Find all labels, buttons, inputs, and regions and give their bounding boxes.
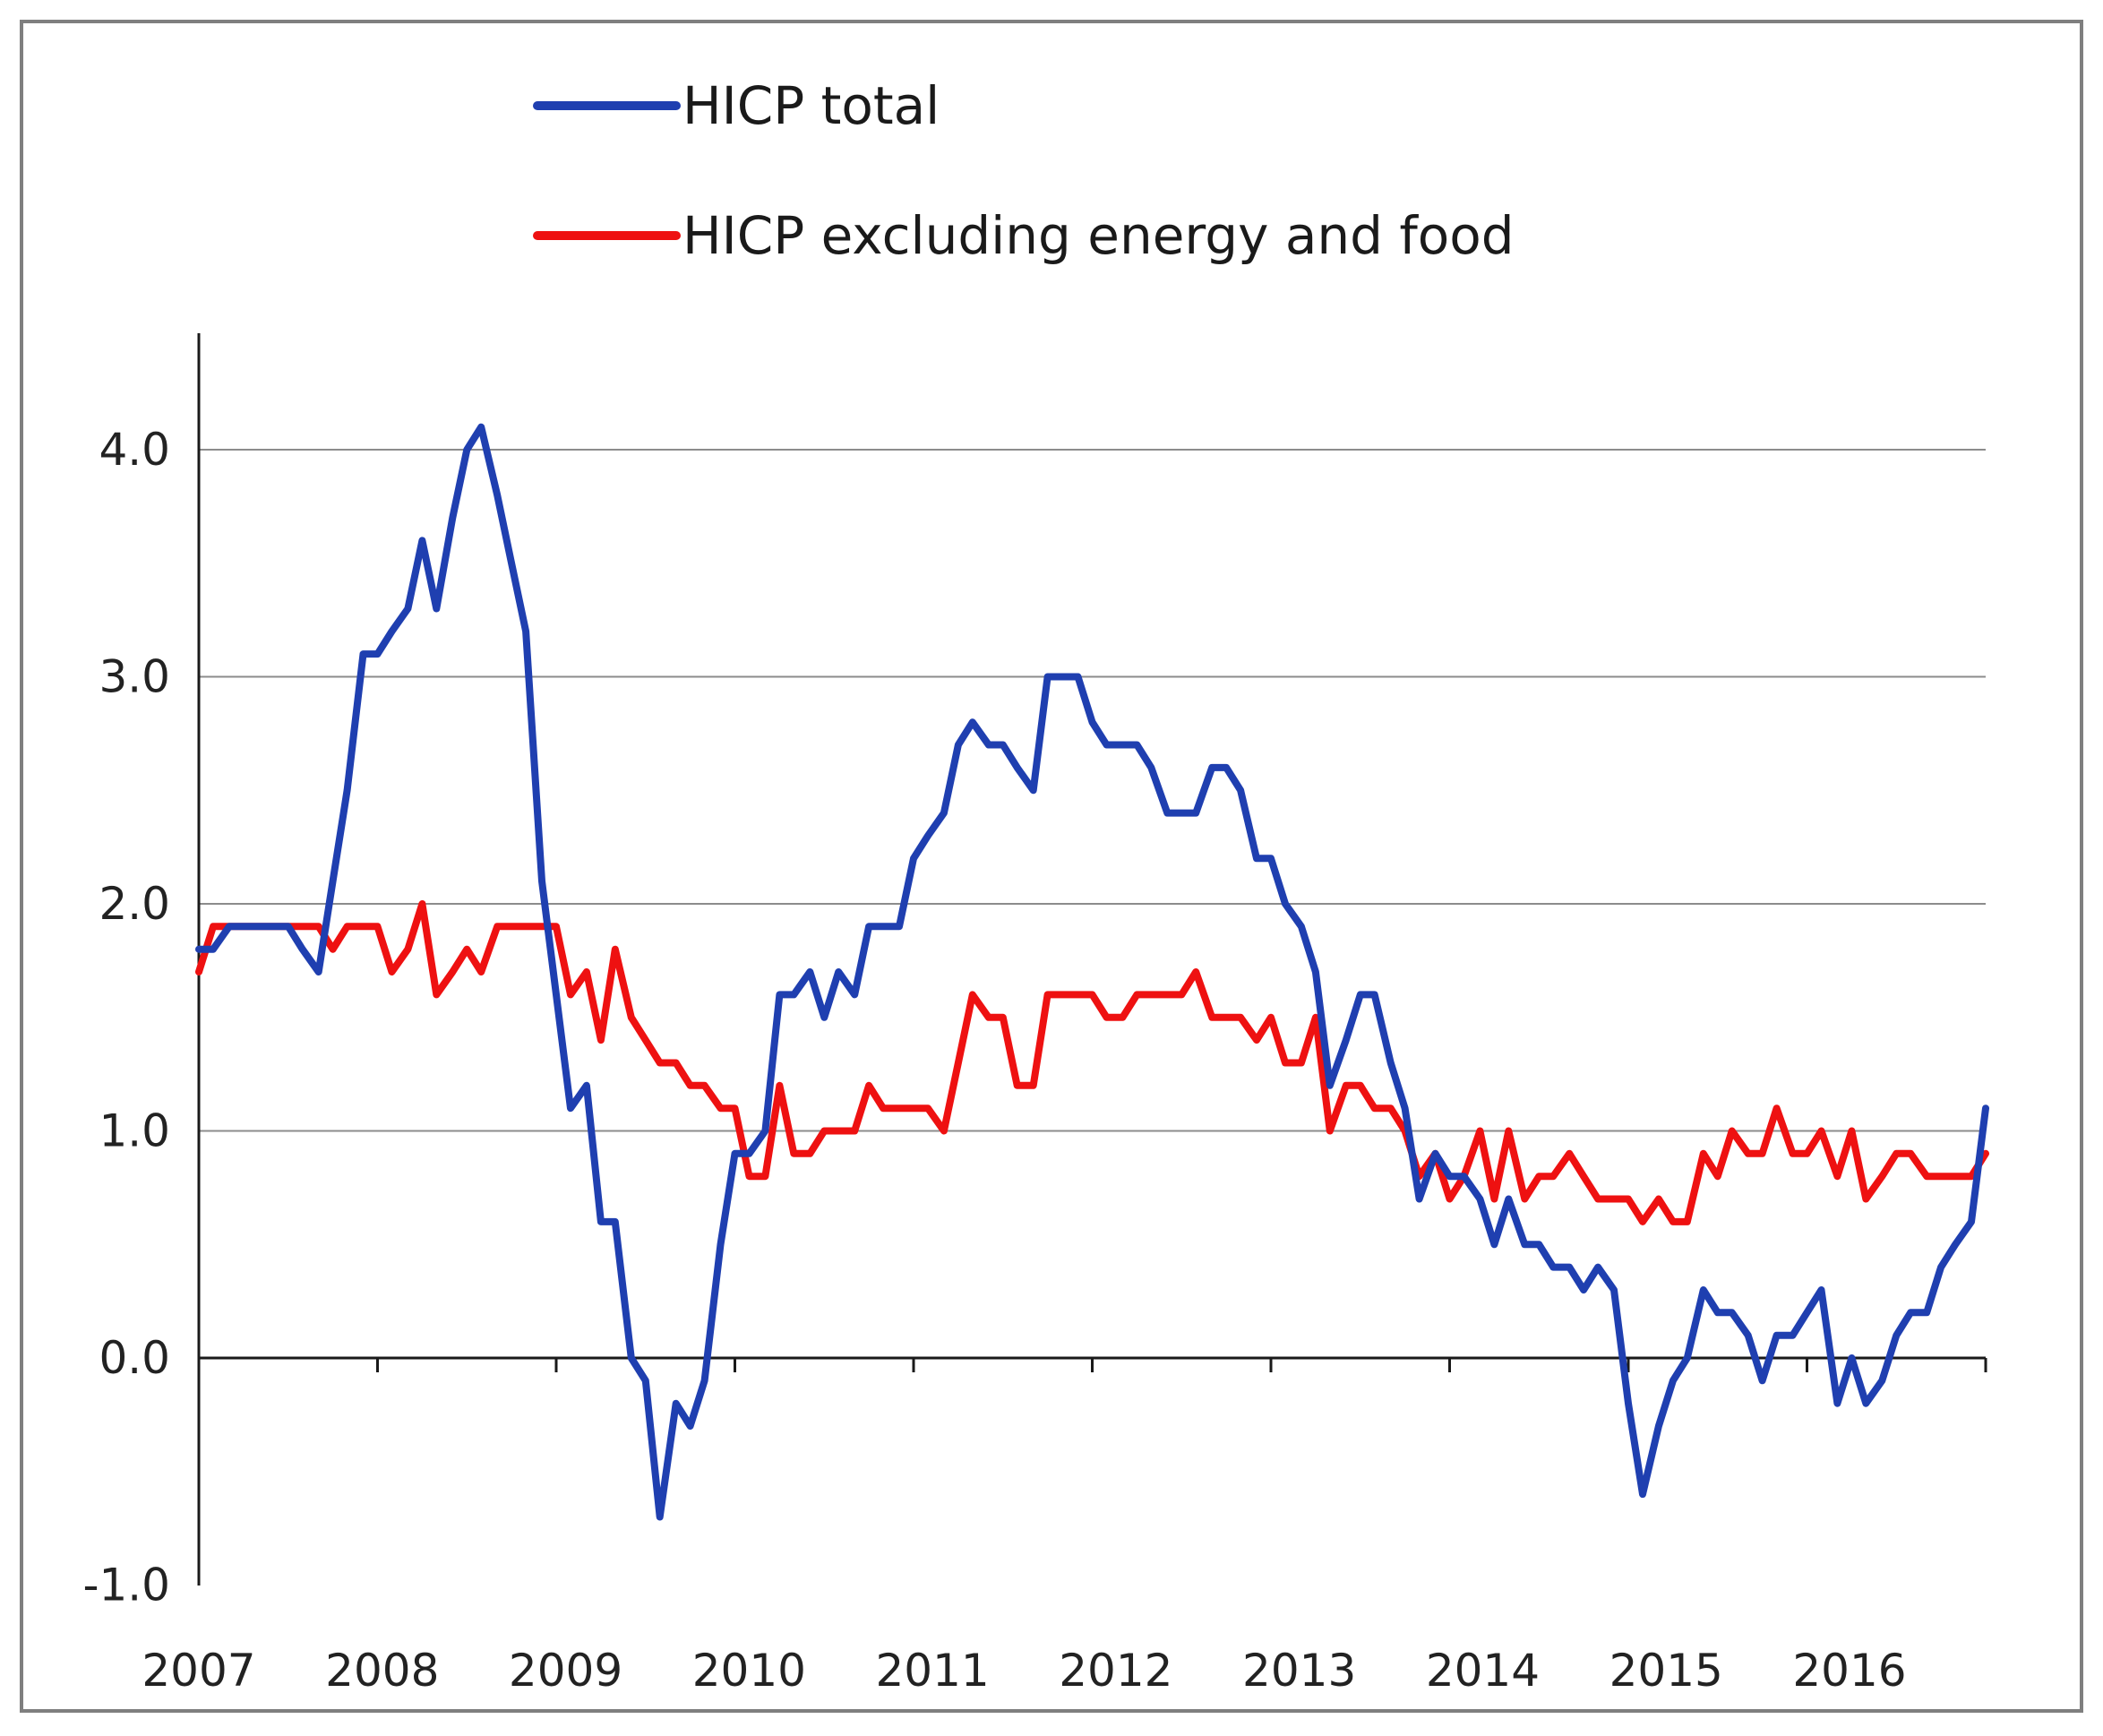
x-tick-label: 2015	[1609, 1645, 1723, 1697]
x-tick-label: 2011	[875, 1645, 989, 1697]
y-axis-tick-labels: -1.0 0.0 1.0 2.0 3.0 4.0	[82, 424, 170, 1611]
x-tick-label: 2007	[142, 1645, 255, 1697]
legend-label-hicp-total: HICP total	[682, 75, 940, 136]
legend: HICP total HICP excluding energy and foo…	[533, 75, 1515, 266]
y-tick-label: 4.0	[99, 424, 170, 476]
x-axis-tick-labels: 2007 2008 2009 2010 2011 2012 2013 2014 2015 2016	[142, 1645, 1906, 1697]
chart-frame	[20, 20, 2083, 1713]
x-tick-label: 2009	[509, 1645, 622, 1697]
x-tick-label: 2012	[1059, 1645, 1172, 1697]
x-tick-label: 2016	[1792, 1645, 1906, 1697]
series-lines	[195, 423, 1989, 1521]
y-tick-label: 2.0	[99, 878, 170, 930]
y-tick-label: 1.0	[99, 1105, 170, 1157]
x-tick-label: 2008	[325, 1645, 439, 1697]
grid-lines	[199, 449, 1986, 1132]
series-line-hicp-total	[195, 423, 1989, 1521]
y-tick-label: 3.0	[99, 651, 170, 703]
series-line-hicp-core	[195, 900, 1989, 1225]
y-tick-label: 0.0	[99, 1332, 170, 1384]
axes	[197, 333, 1987, 1586]
x-tick-label: 2014	[1426, 1645, 1540, 1697]
x-tick-label: 2010	[692, 1645, 806, 1697]
y-tick-label: -1.0	[82, 1560, 170, 1611]
legend-label-hicp-core: HICP excluding energy and food	[682, 205, 1515, 266]
x-tick-label: 2013	[1242, 1645, 1356, 1697]
